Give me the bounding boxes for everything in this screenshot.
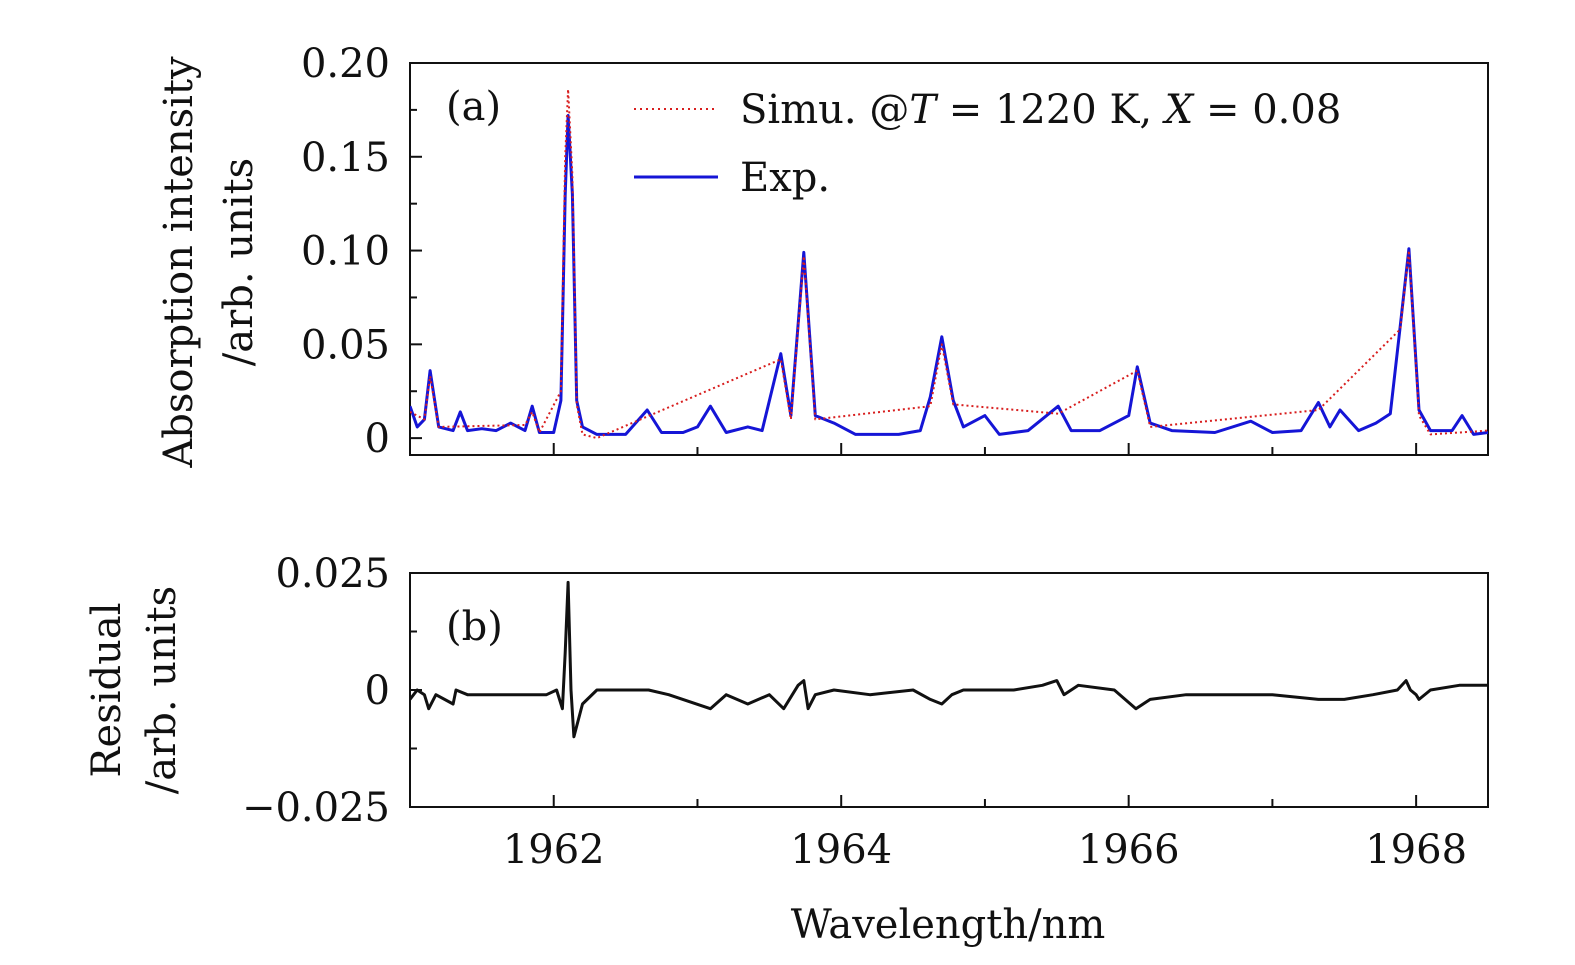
panel-a-ytick-label: 0.05 bbox=[301, 322, 390, 368]
panel-a-ytick-label: 0.10 bbox=[301, 229, 390, 275]
panel-b-tick-labels: −0.025 0 0.025 1962 1964 1966 1968 bbox=[242, 551, 1467, 873]
legend-simu-label: Simu. @T = 1220 K, X = 0.08 bbox=[740, 87, 1341, 133]
panel-a-ytick-label: 0 bbox=[365, 416, 390, 462]
panel-a-absorption: 0 0.05 0.10 0.15 0.20 (a) Absorption intensi… bbox=[156, 41, 1489, 469]
panel-b-residual: −0.025 0 0.025 1962 1964 1966 1968 (b) Residua… bbox=[84, 551, 1489, 948]
panel-b-ylabel-line2: /arb. units bbox=[139, 586, 185, 794]
panel-b-series bbox=[410, 580, 1488, 739]
panel-a-tick-labels: 0 0.05 0.10 0.15 0.20 bbox=[301, 41, 390, 462]
panel-b-xtick-label: 1962 bbox=[503, 827, 605, 873]
panel-a-ytick-label: 0.20 bbox=[301, 41, 390, 87]
panel-b-xtick-label: 1966 bbox=[1078, 827, 1180, 873]
panel-b-xtick-label: 1968 bbox=[1365, 827, 1467, 873]
panel-b-tag: (b) bbox=[446, 604, 503, 650]
panel-a-ylabel-line1: Absorption intensity bbox=[156, 56, 202, 469]
panel-a-ytick-label: 0.15 bbox=[301, 135, 390, 181]
series-simu-line bbox=[410, 88, 1488, 440]
panel-a-ylabel-line2: /arb. units bbox=[216, 158, 262, 366]
legend-exp-label: Exp. bbox=[740, 155, 830, 201]
panel-b-xtick-label: 1964 bbox=[790, 827, 892, 873]
panel-a-series bbox=[410, 88, 1488, 440]
panel-b-ytick-label: 0 bbox=[365, 668, 390, 714]
x-axis-title: Wavelength/nm bbox=[791, 902, 1106, 948]
series-exp-line bbox=[410, 114, 1488, 436]
panel-b-ytick-label: −0.025 bbox=[242, 785, 390, 831]
panel-a-tag: (a) bbox=[446, 84, 501, 130]
legend: Simu. @T = 1220 K, X = 0.08 Exp. bbox=[634, 87, 1341, 201]
series-residual-line bbox=[410, 580, 1488, 739]
panel-a-frame bbox=[409, 62, 1489, 456]
panel-a-ticks bbox=[410, 62, 1418, 455]
panel-b-ylabel-line1: Residual bbox=[84, 602, 130, 777]
panel-b-ytick-label: 0.025 bbox=[275, 551, 390, 597]
